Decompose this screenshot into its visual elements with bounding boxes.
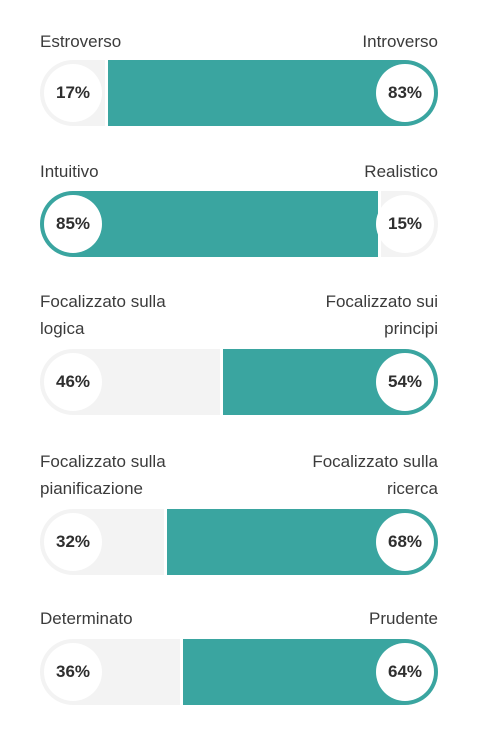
right-percent-badge: 54% bbox=[376, 353, 434, 411]
trait-labels: Estroverso Introverso bbox=[40, 28, 438, 84]
trait-left-label: Focalizzato sulla pianificazione bbox=[40, 452, 166, 498]
left-percent-badge: 46% bbox=[44, 353, 102, 411]
trait-right-label: Prudente bbox=[369, 609, 438, 628]
right-percent-badge: 64% bbox=[376, 643, 434, 701]
trait-bar-divider bbox=[220, 349, 223, 415]
trait-labels: Determinato Prudente bbox=[40, 605, 438, 661]
trait-left-label: Intuitivo bbox=[40, 162, 99, 181]
trait-bar: 85% 15% bbox=[40, 191, 438, 257]
trait-right-label: Introverso bbox=[362, 32, 438, 51]
trait-assertive-cautious: Determinato Prudente 36% 64% bbox=[40, 605, 438, 705]
right-percent-badge: 83% bbox=[376, 64, 434, 122]
trait-bar-divider bbox=[164, 509, 167, 575]
trait-planning-research: Focalizzato sulla pianificazione Focaliz… bbox=[40, 448, 438, 575]
trait-right-label: Focalizzato sulla ricerca bbox=[312, 452, 438, 498]
trait-bar-divider bbox=[105, 60, 108, 126]
trait-intuitive-realistic: Intuitivo Realistico 85% 15% bbox=[40, 158, 438, 257]
trait-labels: Focalizzato sulla pianificazione Focaliz… bbox=[40, 448, 438, 504]
trait-bar-divider bbox=[180, 639, 183, 705]
trait-bar: 32% 68% bbox=[40, 509, 438, 575]
trait-labels: Focalizzato sulla logica Focalizzato sui… bbox=[40, 288, 438, 344]
trait-bar: 36% 64% bbox=[40, 639, 438, 705]
trait-right-label: Focalizzato sui principi bbox=[325, 292, 438, 338]
trait-left-label: Focalizzato sulla logica bbox=[40, 292, 166, 338]
trait-bar: 46% 54% bbox=[40, 349, 438, 415]
left-percent-badge: 17% bbox=[44, 64, 102, 122]
trait-right-label: Realistico bbox=[364, 162, 438, 181]
right-percent-badge: 68% bbox=[376, 513, 434, 571]
left-percent-badge: 36% bbox=[44, 643, 102, 701]
trait-bar: 17% 83% bbox=[40, 60, 438, 126]
left-percent-badge: 32% bbox=[44, 513, 102, 571]
right-percent-badge: 15% bbox=[376, 195, 434, 253]
left-percent-badge: 85% bbox=[44, 195, 102, 253]
trait-logic-principles: Focalizzato sulla logica Focalizzato sui… bbox=[40, 288, 438, 415]
trait-extroverted-introverted: Estroverso Introverso 17% 83% bbox=[40, 28, 438, 126]
trait-left-label: Determinato bbox=[40, 609, 133, 628]
trait-left-label: Estroverso bbox=[40, 32, 122, 51]
trait-labels: Intuitivo Realistico bbox=[40, 158, 438, 214]
